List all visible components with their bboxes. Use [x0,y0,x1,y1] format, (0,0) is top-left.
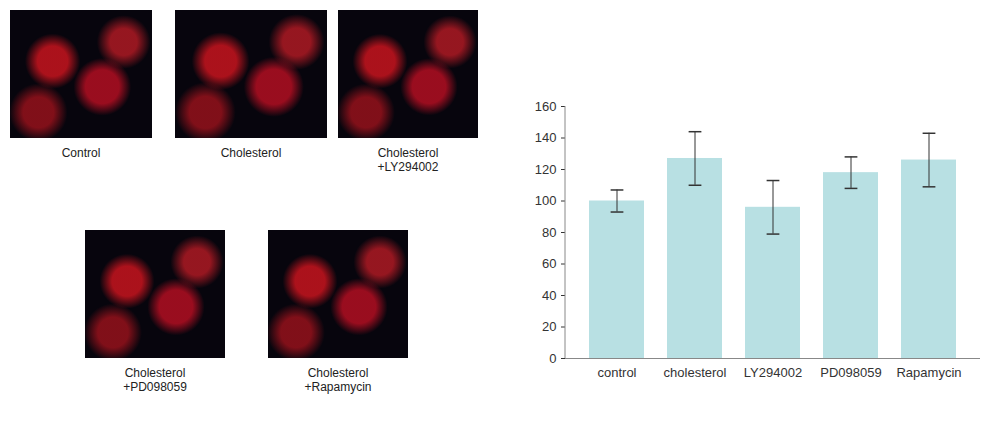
svg-text:100: 100 [535,193,557,208]
html-text:Cholesterol +PD098059: Cholesterol +PD098059 [123,366,187,394]
svg-text:120: 120 [535,162,557,177]
svg-text:PD098059: PD098059 [820,365,881,380]
svg-text:control: control [597,365,636,380]
svg-text:Rapamycin: Rapamycin [896,365,961,380]
svg-text:20: 20 [542,319,556,334]
svg-text:60: 60 [542,256,556,271]
html-text:Cholesterol +LY294002: Cholesterol +LY294002 [377,146,439,174]
svg-text:40: 40 [542,288,556,303]
svg-text:140: 140 [535,130,557,145]
svg-text:LY294002: LY294002 [744,365,802,380]
html-text:Control: Control [61,146,101,160]
svg-text:160: 160 [535,99,557,114]
svg-text:cholesterol: cholesterol [664,365,727,380]
html-text:Cholesterol +Rapamycin: Cholesterol +Rapamycin [304,366,372,394]
svg-text:80: 80 [542,225,556,240]
svg-text:0: 0 [549,351,556,366]
html-text:Cholesterol: Cholesterol [220,146,282,160]
